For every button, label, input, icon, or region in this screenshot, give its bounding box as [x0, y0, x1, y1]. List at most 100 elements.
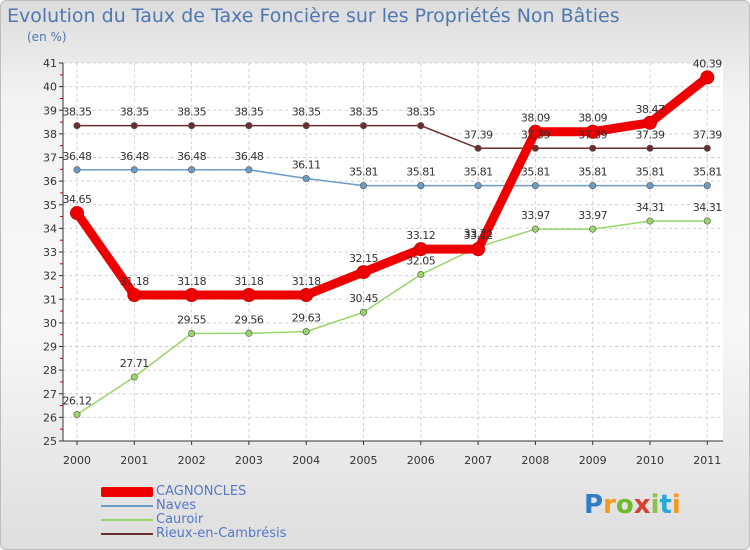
data-point	[184, 287, 199, 302]
data-label: 32.05	[406, 254, 435, 267]
data-label: 38.09	[578, 112, 607, 125]
data-label: 29.55	[177, 314, 206, 327]
series-lines	[70, 70, 715, 419]
data-point	[703, 217, 711, 225]
data-label: 37.39	[693, 128, 722, 141]
x-tick-label: 2002	[178, 454, 206, 467]
data-label: 26.12	[63, 395, 92, 408]
data-label: 35.81	[349, 166, 378, 179]
series-naves	[73, 166, 711, 190]
data-point	[73, 122, 81, 130]
x-tick-label: 2008	[521, 454, 549, 467]
data-label: 36.48	[177, 150, 206, 163]
data-point	[417, 182, 425, 190]
series-line-naves	[76, 169, 709, 187]
series-line-cagnoncles	[72, 72, 712, 300]
data-point	[531, 225, 539, 233]
data-point	[589, 225, 597, 233]
grid	[63, 62, 723, 442]
legend-item-rieux-en-cambresis[interactable]: Rieux-en-Cambrésis	[101, 527, 286, 541]
data-label: 38.35	[120, 106, 149, 119]
logo-letter: P	[584, 490, 604, 520]
logo-letter: i	[671, 490, 681, 520]
x-tick-label: 2003	[235, 454, 263, 467]
x-tick-label: 2009	[579, 454, 607, 467]
data-point	[646, 182, 654, 190]
data-point	[474, 182, 482, 190]
data-label: 33.97	[578, 209, 607, 222]
legend-item-cauroir[interactable]: Cauroir	[101, 513, 286, 527]
data-point	[646, 144, 654, 152]
series-cauroir	[73, 217, 711, 419]
legend-label: Naves	[156, 498, 197, 513]
data-label: 34.31	[693, 201, 722, 214]
data-label: 38.35	[234, 106, 263, 119]
y-tick-label: 29	[43, 341, 57, 354]
legend-swatch-cauroir	[101, 519, 153, 521]
legend-label: Rieux-en-Cambrésis	[156, 526, 287, 541]
data-point	[474, 144, 482, 152]
data-point	[70, 206, 84, 221]
data-label: 32.15	[349, 252, 378, 265]
data-label: 36.48	[120, 150, 149, 163]
data-label: 36.48	[63, 150, 92, 163]
y-tick-label: 38	[43, 128, 57, 141]
data-label: 33.97	[521, 209, 550, 222]
legend-swatch-naves	[101, 505, 153, 507]
data-point	[245, 122, 253, 130]
data-point	[417, 122, 425, 130]
logo-letter: r	[603, 490, 616, 520]
data-label: 29.56	[234, 313, 263, 326]
series-line-cauroir	[76, 220, 709, 416]
data-label: 31.18	[292, 275, 321, 288]
data-point	[531, 182, 539, 190]
axes: 25 26 27 28 29 30 31 32 33 34 35 36 37 38 39 40 41 2000 20…	[43, 57, 723, 467]
y-tick-label: 37	[43, 152, 57, 165]
y-tick-label: 41	[43, 57, 57, 70]
proxiti-logo: Proxiti	[584, 490, 681, 520]
data-point	[417, 270, 425, 278]
data-label: 35.81	[578, 166, 607, 179]
x-tick-label: 2000	[63, 454, 91, 467]
y-tick-label: 27	[43, 388, 57, 401]
legend-item-naves[interactable]: Naves	[101, 499, 286, 513]
data-point	[585, 124, 600, 139]
data-label: 38.09	[521, 112, 550, 125]
data-point	[241, 287, 256, 302]
data-label: 30.45	[349, 292, 378, 305]
data-point	[703, 182, 711, 190]
data-point	[130, 373, 138, 381]
data-point	[413, 242, 428, 257]
data-label: 35.81	[636, 166, 665, 179]
data-label: 27.71	[120, 357, 149, 370]
data-label: 35.81	[464, 166, 493, 179]
series-cagnoncles	[70, 70, 715, 302]
series-line-rieux-en-cambr-sis	[76, 124, 709, 150]
data-point	[188, 330, 196, 338]
legend-swatch-rieux	[101, 533, 153, 535]
data-label: 33.21	[464, 227, 493, 240]
data-point	[73, 411, 81, 419]
x-tick-label: 2006	[407, 454, 435, 467]
data-label: 37.39	[636, 128, 665, 141]
legend-swatch-cagnoncles	[101, 487, 153, 497]
x-tick-label: 2005	[350, 454, 378, 467]
y-tick-label: 26	[43, 411, 57, 424]
legend-label: CAGNONCLES	[156, 484, 247, 499]
y-tick-label: 28	[43, 364, 57, 377]
x-tick-label: 2011	[693, 454, 721, 467]
data-label: 38.35	[406, 106, 435, 119]
legend-item-cagnoncles[interactable]: CAGNONCLES	[101, 485, 286, 499]
data-label: 36.48	[234, 150, 263, 163]
data-label: 31.18	[177, 275, 206, 288]
y-tick-label: 39	[43, 104, 57, 117]
data-label: 37.39	[578, 128, 607, 141]
data-label: 40.39	[693, 57, 722, 70]
y-tick-label: 32	[43, 270, 57, 283]
data-label: 31.18	[234, 275, 263, 288]
data-point	[589, 182, 597, 190]
series-rieux-en-cambr-sis	[73, 122, 711, 152]
data-point	[359, 182, 367, 190]
data-label: 29.63	[292, 312, 321, 325]
